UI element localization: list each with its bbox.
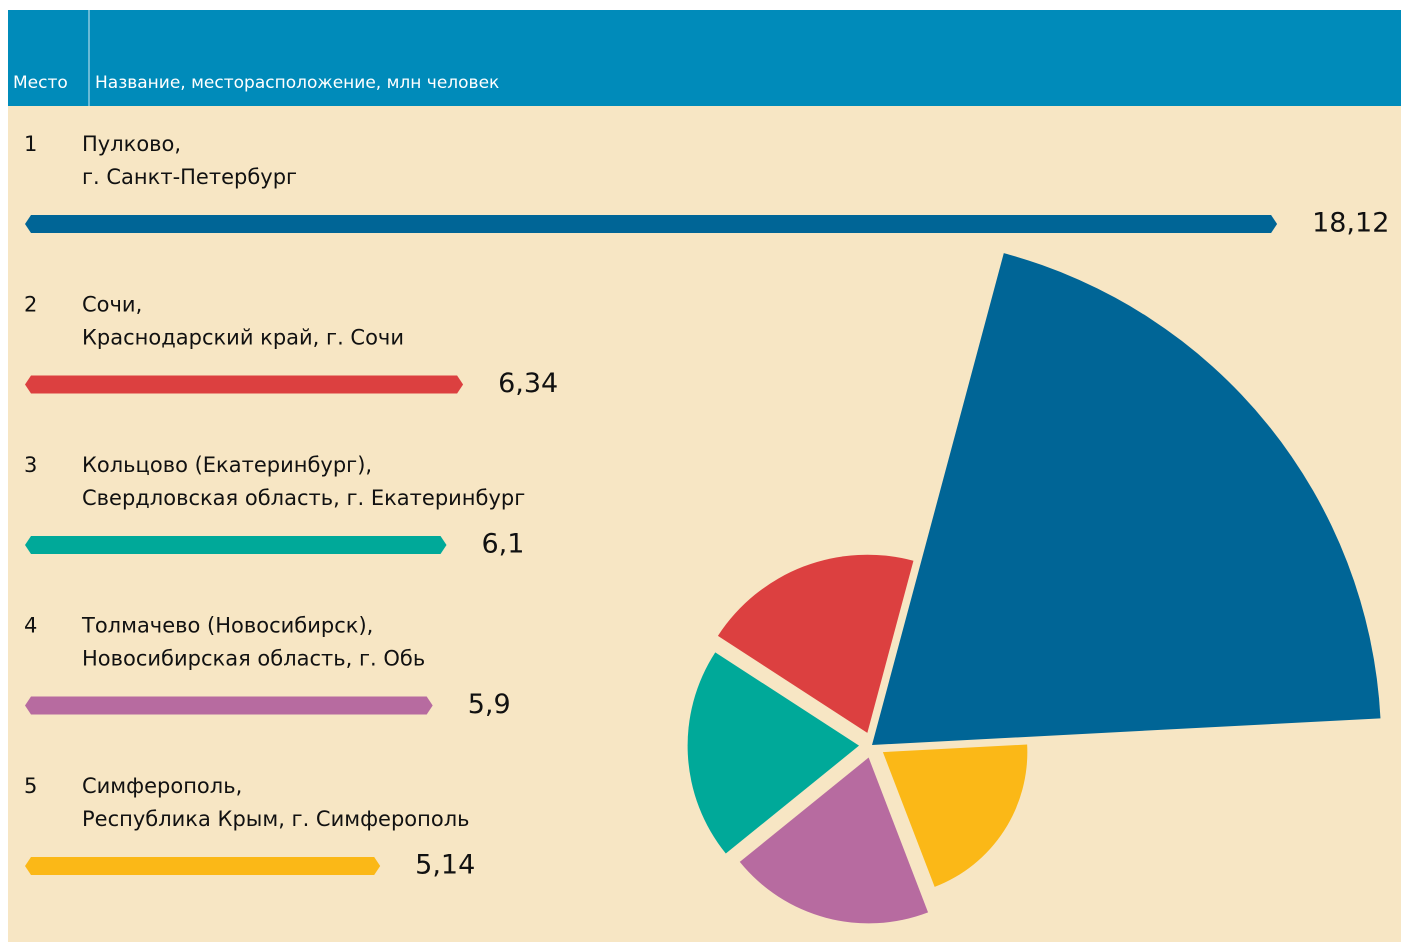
airport-location: Республика Крым, г. Симферополь (82, 807, 470, 831)
airport-location: Новосибирская область, г. Обь (82, 647, 425, 671)
rank: 3 (24, 453, 37, 477)
rank: 4 (24, 614, 37, 638)
bar (25, 375, 464, 394)
rose-sector (717, 554, 914, 733)
bar (25, 215, 1278, 233)
rose-sector (872, 253, 1381, 745)
airport-name: Толмачево (Новосибирск), (81, 614, 373, 638)
rose-sector (882, 744, 1028, 887)
airport-location: Свердловская область, г. Екатеринбург (82, 486, 525, 510)
airport-location: Краснодарский край, г. Сочи (82, 326, 404, 350)
rose-sector (687, 652, 860, 854)
airport-name: Сочи, (82, 293, 142, 317)
rank: 1 (24, 132, 37, 156)
value-label: 6,1 (482, 529, 525, 560)
header (8, 10, 1401, 106)
value-label: 5,14 (415, 850, 475, 881)
airport-name: Симферополь, (82, 774, 242, 798)
column-header: Название, месторасположение, млн человек (95, 73, 499, 93)
value-label: 6,34 (498, 368, 558, 399)
rose-sector (739, 757, 929, 924)
rank: 2 (24, 293, 37, 317)
bar (25, 696, 433, 715)
airport-location: г. Санкт-Петербург (82, 165, 297, 189)
airport-name: Кольцово (Екатеринбург), (82, 453, 372, 477)
value-label: 18,12 (1312, 208, 1389, 239)
rank: 5 (24, 774, 37, 798)
bar (25, 536, 447, 554)
airport-name: Пулково, (82, 132, 181, 156)
column-header: Место (13, 73, 68, 93)
bar (25, 857, 381, 875)
value-label: 5,9 (468, 689, 511, 720)
